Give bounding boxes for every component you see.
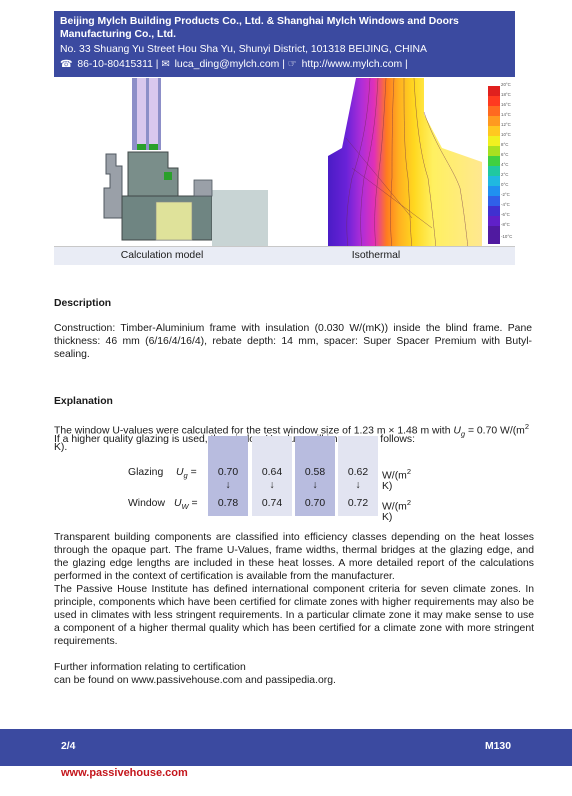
paragraph-climate-zones: The Passive House Institute has defined …: [54, 584, 534, 647]
scale-label: -6°C: [501, 212, 510, 217]
scale-label: 16°C: [501, 102, 511, 107]
scale-label: 18°C: [501, 92, 511, 97]
scale-label: 14°C: [501, 112, 511, 117]
glazing-label: Glazing: [128, 467, 164, 478]
website-url[interactable]: http://www.mylch.com: [301, 59, 403, 70]
scale-label: 2°C: [501, 172, 509, 177]
footer-website-link[interactable]: www.passivehouse.com: [61, 767, 188, 779]
equals-sign: =: [191, 498, 198, 509]
window-value: 0.78: [217, 498, 239, 509]
ug-symbol: Ug =: [176, 467, 197, 480]
color-scale-bar: [488, 86, 500, 244]
window-label: Window: [128, 498, 165, 509]
web-icon: ☞: [287, 59, 297, 70]
scale-label: 4°C: [501, 162, 509, 167]
email-address[interactable]: luca_ding@mylch.com: [174, 59, 280, 70]
unit-text: W/(m: [382, 501, 407, 513]
scale-label: 10°C: [501, 132, 511, 137]
phone-icon: ☎: [60, 59, 73, 70]
description-text: Construction: Timber-Aluminium frame wit…: [54, 323, 532, 360]
unit-text: K): [382, 481, 393, 493]
header-banner: Beijing Mylch Building Products Co., Ltd…: [54, 11, 515, 77]
footer-banner: 2/4 M130: [0, 729, 572, 766]
glazing-value: 0.64: [261, 467, 283, 478]
isothermal-caption: Isothermal: [351, 250, 401, 261]
explanation-text: The window U-values were calculated for …: [54, 425, 454, 437]
contact-separator: |: [405, 59, 408, 70]
arrow-down-icon: ↓: [269, 480, 275, 491]
isothermal-image: [328, 78, 482, 248]
arrow-down-icon: ↓: [355, 480, 361, 491]
scale-label: -8°C: [501, 222, 510, 227]
u-column: [295, 436, 335, 516]
figure-panel: 20°C 18°C 16°C 14°C 12°C 10°C 8°C 6°C 4°…: [54, 78, 516, 265]
symbol-sup: 2: [524, 422, 529, 431]
scale-label: 6°C: [501, 152, 509, 157]
scale-label: 20°C: [501, 82, 511, 87]
page-number: 2/4: [61, 741, 76, 752]
u-values-table: Glazing Ug = 0.70 0.64 0.58 0.62 W/(m2 K…: [128, 436, 411, 523]
calculation-model-caption: Calculation model: [120, 250, 204, 261]
symbol: U: [176, 467, 184, 478]
window-unit: W/(m2 K): [382, 498, 411, 523]
paragraph-efficiency: Transparent building components are clas…: [54, 532, 534, 582]
unit-text: K): [382, 512, 393, 524]
scale-label: -4°C: [501, 202, 510, 207]
equals-sign: =: [190, 467, 197, 478]
explanation-text: = 0.70 W/(m: [465, 425, 525, 437]
mail-icon: ✉: [161, 59, 170, 70]
glazing-unit: W/(m2 K): [382, 467, 411, 492]
explanation-line-1: The window U-values were calculated for …: [54, 420, 544, 454]
component-code: M130: [485, 741, 511, 752]
glazing-value: 0.62: [347, 467, 369, 478]
u-column: [208, 436, 248, 516]
arrow-down-icon: ↓: [225, 480, 231, 491]
calculation-model-image: [103, 78, 268, 248]
glazing-value: 0.58: [304, 467, 326, 478]
scale-label: 12°C: [501, 122, 511, 127]
description-heading: Description: [54, 298, 112, 309]
uw-symbol: UW =: [174, 498, 198, 511]
contact-separator: |: [155, 59, 159, 70]
contact-separator: |: [282, 59, 285, 70]
explanation-heading: Explanation: [54, 396, 113, 407]
unit-sup: 2: [406, 467, 411, 476]
phone-number: 86-10-80415311: [77, 59, 153, 70]
further-info-line-1: Further information relating to certific…: [54, 662, 246, 673]
further-info-line-2: can be found on www.passivehouse.com and…: [54, 675, 336, 686]
symbol-sub: g: [183, 471, 188, 481]
color-scale-labels: 20°C 18°C 16°C 14°C 12°C 10°C 8°C 6°C 4°…: [500, 82, 516, 246]
window-value: 0.70: [304, 498, 326, 509]
symbol: U: [453, 425, 461, 437]
unit-text: W/(m: [382, 470, 407, 482]
u-column: [252, 436, 292, 516]
window-value: 0.74: [261, 498, 283, 509]
company-name: Beijing Mylch Building Products Co., Ltd…: [60, 16, 459, 40]
contact-line: ☎ 86-10-80415311 | ✉ luca_ding@mylch.com…: [60, 58, 509, 71]
u-column: [338, 436, 378, 516]
scale-label: -2°C: [501, 192, 510, 197]
scale-label: -10°C: [501, 234, 513, 239]
scale-label: 0°C: [501, 182, 509, 187]
glazing-value: 0.70: [217, 467, 239, 478]
scale-label: 8°C: [501, 142, 509, 147]
company-address: No. 33 Shuang Yu Street Hou Sha Yu, Shun…: [60, 44, 427, 55]
unit-sup: 2: [406, 498, 411, 507]
caption-row: Calculation model Isothermal: [54, 246, 515, 265]
symbol-sub: W: [181, 502, 189, 512]
window-value: 0.72: [347, 498, 369, 509]
arrow-down-icon: ↓: [312, 480, 318, 491]
explanation-text: K).: [54, 441, 68, 453]
symbol: U: [174, 498, 182, 509]
symbol-sub: g: [460, 429, 466, 439]
